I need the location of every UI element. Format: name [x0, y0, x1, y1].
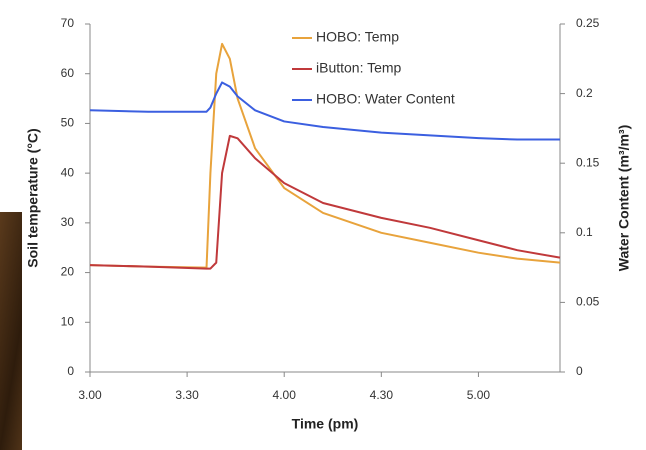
- y2-tick-label: 0.1: [576, 225, 593, 239]
- y2-tick-label: 0.05: [576, 295, 600, 309]
- series-line: [89, 81, 560, 141]
- y2-tick-label: 0.2: [576, 86, 593, 100]
- y-tick-label: 50: [61, 116, 75, 130]
- y-tick-label: 30: [61, 215, 75, 229]
- legend-text: iButton: Temp: [316, 60, 402, 76]
- x-tick-label: 4.00: [273, 388, 297, 402]
- x-tick-label: 3.00: [78, 388, 102, 402]
- series-line: [89, 42, 561, 269]
- legend-text: HOBO: Temp: [316, 29, 399, 45]
- x-tick-label: 5.00: [467, 388, 491, 402]
- x-tick-label: 3.30: [175, 388, 199, 402]
- y-tick-label: 20: [61, 265, 75, 279]
- y2-axis-title: Water Content (m³/m³): [616, 125, 632, 271]
- y-tick-label: 60: [61, 66, 75, 80]
- y2-tick-label: 0: [576, 364, 583, 378]
- x-tick-label: 4.30: [370, 388, 394, 402]
- y-tick-label: 0: [67, 364, 74, 378]
- series-line: [89, 134, 561, 270]
- y-axis-title: Soil temperature (°C): [25, 128, 41, 267]
- y-tick-label: 40: [61, 165, 75, 179]
- x-axis-title: Time (pm): [292, 416, 359, 432]
- chart-panel: [22, 0, 646, 450]
- y2-tick-label: 0.15: [576, 155, 600, 169]
- y2-tick-label: 0.25: [576, 16, 600, 30]
- y-tick-label: 10: [61, 314, 75, 328]
- legend-text: HOBO: Water Content: [316, 91, 455, 107]
- y-tick-label: 70: [61, 16, 75, 30]
